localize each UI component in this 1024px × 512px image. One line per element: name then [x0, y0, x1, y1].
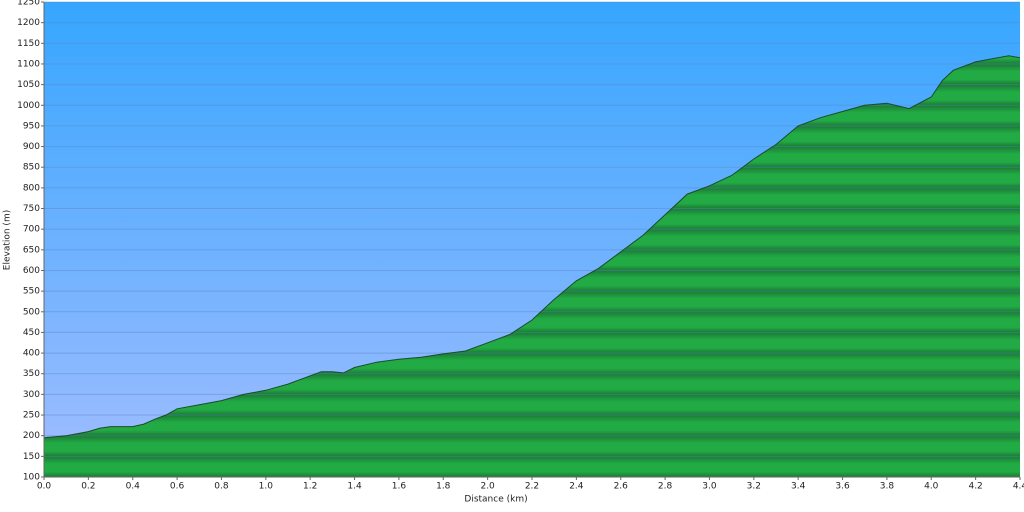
y-tick-label: 700 [23, 225, 40, 235]
elevation-area [44, 55, 1020, 477]
y-tick-label: 1000 [17, 101, 40, 111]
y-tick-label: 950 [23, 121, 40, 131]
y-tick-label: 550 [23, 287, 40, 297]
y-tick-label: 1150 [17, 39, 40, 49]
y-tick-label: 250 [23, 411, 40, 421]
y-tick-label: 750 [23, 204, 40, 214]
x-tick-label: 3.8 [880, 482, 895, 492]
y-tick-label: 350 [23, 369, 40, 379]
elevation-line [43, 55, 1021, 439]
y-tick-label: 450 [23, 328, 40, 338]
x-tick-label: 2.8 [658, 482, 673, 492]
y-tick-label: 150 [23, 452, 40, 462]
y-tick-label: 1250 [17, 0, 40, 8]
x-tick-label: 1.0 [259, 482, 274, 492]
y-axis-title: Elevation (m) [3, 210, 13, 270]
y-tick-label: 1050 [17, 80, 40, 90]
x-tick-label: 0.0 [37, 482, 52, 492]
y-tick-label: 300 [23, 390, 40, 400]
x-tick-label: 1.2 [303, 482, 317, 492]
x-tick-label: 3.6 [835, 482, 850, 492]
x-tick-label: 2.2 [525, 482, 539, 492]
y-tick-label: 400 [23, 349, 40, 359]
y-tick-label: 1100 [17, 59, 40, 69]
y-tick-label: 650 [23, 245, 40, 255]
y-tick-label: 100 [23, 473, 40, 483]
y-tick-label: 800 [23, 183, 40, 193]
y-tick-label: 1200 [17, 18, 40, 28]
x-tick-label: 3.2 [747, 482, 761, 492]
y-tick-label: 900 [23, 142, 40, 152]
y-tick-label: 850 [23, 163, 40, 173]
y-tick-label: 200 [23, 431, 40, 441]
x-tick-label: 3.0 [702, 482, 717, 492]
x-tick-label: 1.8 [436, 482, 451, 492]
x-tick-label: 2.0 [480, 482, 495, 492]
y-tick-label: 500 [23, 307, 40, 317]
x-tick-label: 1.4 [347, 482, 362, 492]
x-axis-title: Distance (km) [464, 495, 527, 505]
x-tick-label: 4.4 [1013, 482, 1024, 492]
x-tick-label: 0.4 [126, 482, 141, 492]
y-tick-label: 600 [23, 266, 40, 276]
x-tick-label: 4.0 [924, 482, 939, 492]
x-tick-label: 4.2 [968, 482, 982, 492]
x-tick-label: 0.6 [170, 482, 185, 492]
x-tick-label: 3.4 [791, 482, 806, 492]
x-tick-label: 0.2 [81, 482, 95, 492]
x-tick-label: 2.6 [614, 482, 629, 492]
x-tick-label: 2.4 [569, 482, 584, 492]
x-tick-label: 0.8 [214, 482, 229, 492]
x-tick-label: 1.6 [392, 482, 407, 492]
